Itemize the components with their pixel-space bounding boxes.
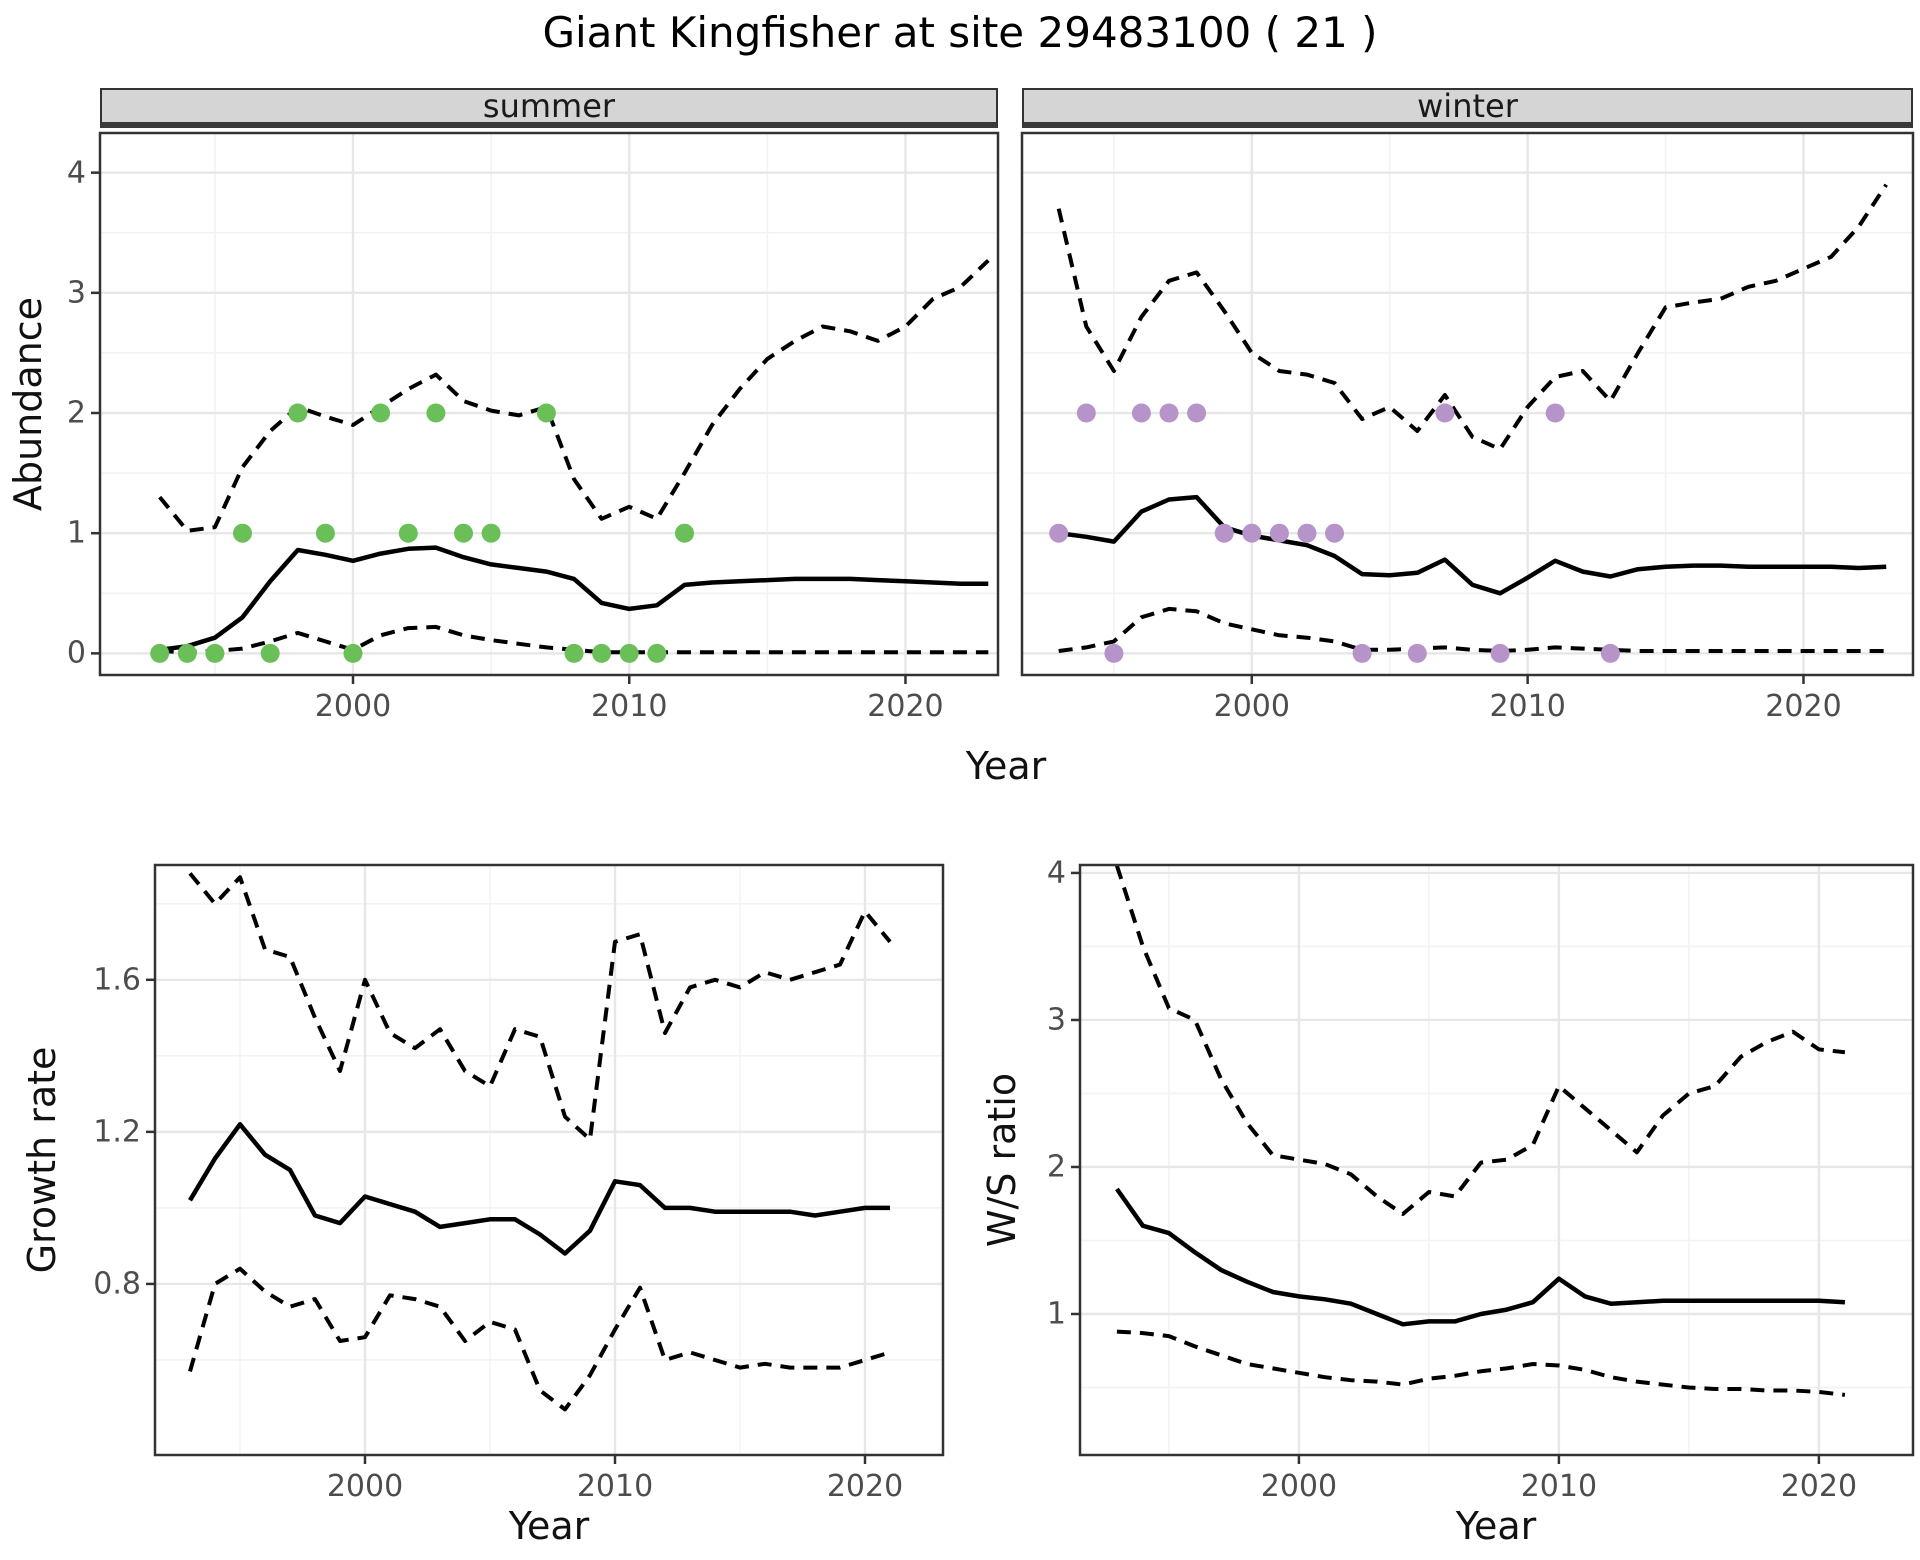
ws-ratio-axis-title: W/S ratio — [980, 1072, 1024, 1248]
observation-point — [536, 403, 556, 423]
panel-border — [98, 131, 1000, 677]
observation-point — [426, 403, 446, 423]
panel-border — [1078, 863, 1915, 1457]
observation-point — [1159, 403, 1179, 423]
y-tick-label: 3 — [1046, 1002, 1066, 1038]
panel-border — [153, 863, 945, 1457]
x-tick-label: 2020 — [1780, 1469, 1858, 1504]
median-line — [1115, 1187, 1846, 1327]
x-tick-label: 2010 — [1520, 1469, 1598, 1504]
observation-point — [288, 403, 308, 423]
median-line — [188, 1122, 890, 1256]
facet-strip-summer-label: summer — [482, 87, 616, 125]
observation-point — [1187, 403, 1207, 423]
observation-point — [481, 523, 501, 543]
observation-point — [1214, 523, 1234, 543]
x-tick-label: 2000 — [326, 1469, 404, 1504]
observation-point — [564, 643, 584, 663]
observation-point — [233, 523, 252, 543]
observation-point — [1545, 403, 1565, 423]
x-tick-label: 2000 — [314, 689, 392, 724]
x-tick-label: 2020 — [867, 689, 944, 724]
x-tick-label: 2010 — [576, 1469, 654, 1504]
top-year-axis-title: Year — [965, 744, 1047, 788]
observation-point — [647, 643, 667, 663]
panel-background — [155, 865, 943, 1455]
x-tick-label: 2020 — [1765, 689, 1842, 724]
observation-point — [1076, 403, 1096, 423]
x-tick-label: 2010 — [1489, 689, 1566, 724]
x-tick-label: 2000 — [1213, 689, 1290, 724]
y-tick-label: 0.8 — [93, 1266, 141, 1302]
y-tick-label: 3 — [66, 275, 86, 311]
y-tick-label: 1.2 — [93, 1114, 141, 1150]
observation-point — [260, 643, 280, 663]
observation-point — [1049, 523, 1069, 543]
ws-year-axis-title: Year — [1455, 1504, 1537, 1548]
observation-point — [1297, 523, 1317, 543]
upper_ci-line — [1056, 183, 1888, 452]
panel-border — [1020, 131, 1915, 677]
observation-point — [1490, 643, 1510, 663]
y-tick-label: 0 — [66, 635, 86, 671]
observation-point — [343, 643, 363, 663]
observation-point — [177, 643, 197, 663]
facet-strip-winter-label: winter — [1417, 87, 1518, 125]
observation-point — [371, 403, 391, 423]
y-tick-label: 4 — [66, 155, 86, 191]
median-line — [1058, 494, 1887, 596]
observation-point — [1600, 643, 1620, 663]
observation-point — [1131, 403, 1151, 423]
observation-point — [150, 643, 170, 663]
observation-point — [592, 643, 612, 663]
observation-point — [315, 523, 335, 543]
observation-point — [619, 643, 639, 663]
observation-point — [1435, 403, 1455, 423]
observation-point — [1104, 643, 1124, 663]
y-tick-label: 4 — [1046, 855, 1066, 891]
x-tick-label: 2020 — [826, 1469, 904, 1504]
lower_ci-line — [1116, 1329, 1846, 1397]
observation-point — [1407, 643, 1427, 663]
observation-point — [1325, 523, 1344, 543]
upper_ci-line — [1114, 864, 1846, 1216]
facet-strip-winter: winter — [1022, 87, 1913, 128]
x-tick-label: 2000 — [1260, 1469, 1338, 1504]
observation-point — [1352, 643, 1372, 663]
x-tick-label: 2010 — [591, 689, 668, 724]
growth-year-axis-title: Year — [508, 1504, 590, 1548]
y-tick-label: 1 — [1046, 1296, 1066, 1332]
observation-point — [1269, 523, 1289, 543]
figure-title: Giant Kingfisher at site 29483100 ( 21 ) — [542, 8, 1378, 57]
lower_ci-line — [1058, 606, 1887, 653]
observation-point — [1242, 523, 1262, 543]
observation-point — [205, 643, 225, 663]
observation-point — [675, 523, 694, 543]
observation-point — [398, 523, 418, 543]
upper_ci-line — [188, 872, 892, 1142]
observation-point — [454, 523, 473, 543]
y-tick-label: 2 — [1046, 1149, 1066, 1185]
median-line — [159, 545, 989, 653]
facet-strip-summer: summer — [100, 87, 998, 128]
y-tick-label: 2 — [66, 395, 86, 431]
abundance-axis-title: Abundance — [6, 296, 50, 512]
growth-rate-axis-title: Growth rate — [20, 1046, 64, 1274]
y-tick-label: 1 — [66, 515, 86, 551]
y-tick-label: 1.6 — [93, 962, 141, 998]
